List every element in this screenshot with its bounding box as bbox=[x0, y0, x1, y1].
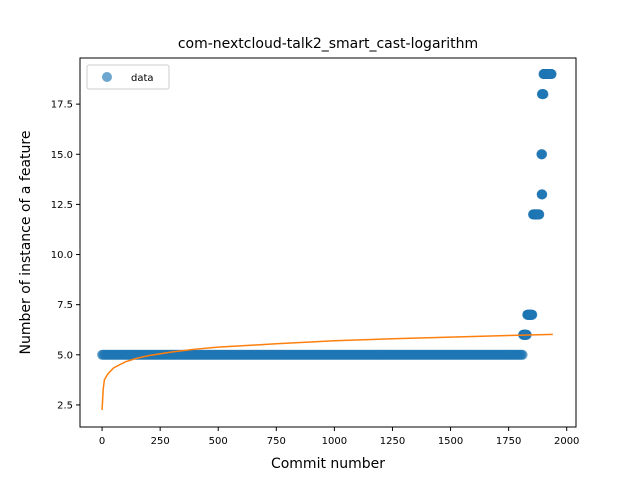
y-tick-label: 5.0 bbox=[57, 350, 73, 361]
x-tick-label: 1250 bbox=[380, 436, 405, 447]
x-tick-label: 1500 bbox=[438, 436, 463, 447]
y-tick-label: 12.5 bbox=[51, 200, 73, 211]
x-tick-label: 250 bbox=[151, 436, 170, 447]
y-tick-label: 17.5 bbox=[51, 100, 73, 111]
y-axis-label: Number of instance of a feature bbox=[18, 131, 34, 355]
data-point bbox=[537, 189, 548, 200]
x-tick-label: 0 bbox=[99, 436, 105, 447]
x-axis-label: Commit number bbox=[271, 456, 385, 472]
plot-area bbox=[97, 69, 557, 410]
x-axis: 0 250 500 750 1000 1250 1500 1750 2000 bbox=[99, 427, 579, 447]
axes-frame bbox=[79, 57, 577, 428]
y-tick-label: 7.5 bbox=[57, 300, 73, 311]
chart-title: com-nextcloud-talk2_smart_cast-logarithm bbox=[178, 36, 478, 52]
legend: data bbox=[86, 64, 170, 90]
data-point bbox=[517, 349, 528, 360]
fit-line bbox=[101, 333, 553, 410]
legend-marker-data bbox=[102, 72, 112, 82]
y-tick-label: 2.5 bbox=[57, 400, 73, 411]
x-tick-label: 1000 bbox=[322, 436, 347, 447]
y-tick-label: 10.0 bbox=[51, 250, 73, 261]
data-point bbox=[534, 209, 545, 220]
data-point bbox=[538, 89, 549, 100]
x-tick-label: 500 bbox=[209, 436, 228, 447]
data-point bbox=[537, 149, 548, 160]
x-tick-label: 1750 bbox=[496, 436, 521, 447]
x-tick-label: 750 bbox=[267, 436, 286, 447]
data-point bbox=[527, 309, 538, 320]
y-tick-label: 15.0 bbox=[51, 150, 73, 161]
data-point bbox=[546, 69, 557, 80]
x-tick-label: 2000 bbox=[554, 436, 579, 447]
y-axis: 2.5 5.0 7.5 10.0 12.5 15.0 17.5 bbox=[51, 100, 80, 411]
legend-label-data: data bbox=[131, 73, 154, 84]
legend-box bbox=[86, 64, 170, 90]
